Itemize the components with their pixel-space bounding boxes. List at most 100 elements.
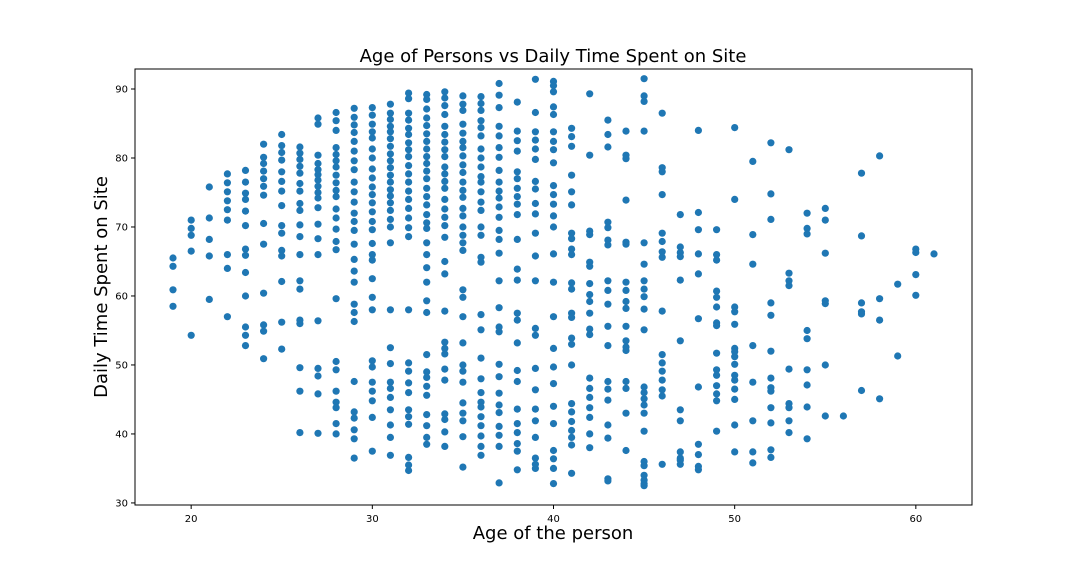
- scatter-point: [495, 431, 503, 439]
- scatter-point: [441, 170, 449, 178]
- scatter-point: [386, 192, 394, 200]
- scatter-point: [260, 167, 268, 175]
- scatter-point: [386, 360, 394, 368]
- scatter-point: [423, 422, 431, 430]
- scatter-point: [495, 277, 503, 285]
- scatter-point: [459, 212, 467, 220]
- scatter-point: [332, 214, 340, 222]
- y-tick-label: 90: [115, 85, 128, 96]
- scatter-point: [241, 166, 250, 174]
- scatter-point: [549, 137, 558, 145]
- scatter-point: [423, 224, 431, 232]
- scatter-point: [332, 366, 340, 374]
- scatter-point: [314, 220, 322, 228]
- scatter-point: [278, 277, 286, 286]
- scatter-point: [459, 120, 467, 128]
- scatter-point: [405, 89, 413, 97]
- scatter-point: [423, 219, 431, 227]
- scatter-point: [368, 111, 376, 119]
- scatter-point: [368, 199, 376, 207]
- scatter-point: [405, 162, 413, 170]
- scatter-point: [495, 328, 503, 336]
- scatter-point: [713, 293, 721, 301]
- scatter-point: [640, 260, 648, 268]
- scatter-point: [423, 167, 431, 175]
- scatter-point: [713, 382, 721, 390]
- scatter-point: [604, 116, 612, 124]
- scatter-point: [513, 339, 521, 347]
- y-tick-label: 30: [115, 498, 128, 509]
- scatter-point: [459, 339, 467, 347]
- scatter-point: [549, 82, 558, 90]
- scatter-point: [368, 174, 376, 182]
- scatter-point: [513, 211, 521, 219]
- scatter-point: [658, 359, 666, 367]
- scatter-point: [640, 409, 648, 417]
- scatter-point: [441, 338, 449, 346]
- scatter-point: [568, 361, 576, 369]
- scatter-point: [604, 277, 612, 285]
- scatter-point: [713, 366, 721, 374]
- scatter-point: [405, 116, 413, 124]
- scatter-point: [586, 413, 594, 421]
- scatter-point: [549, 223, 558, 231]
- scatter-point: [477, 375, 485, 383]
- scatter-point: [531, 185, 540, 193]
- scatter-point: [386, 157, 394, 165]
- scatter-point: [568, 441, 576, 449]
- scatter-point: [477, 188, 485, 196]
- scatter-point: [405, 466, 413, 475]
- scatter-point: [912, 271, 920, 279]
- scatter-point: [405, 359, 413, 367]
- scatter-point: [495, 373, 503, 381]
- scatter-point: [296, 251, 304, 259]
- scatter-point: [332, 157, 340, 165]
- scatter-point: [423, 184, 431, 192]
- scatter-point: [368, 128, 376, 136]
- scatter-point: [441, 146, 449, 154]
- scatter-point: [278, 252, 286, 260]
- scatter-point: [350, 113, 358, 121]
- scatter-point: [549, 402, 558, 410]
- scatter-point: [767, 347, 775, 355]
- scatter-point: [459, 193, 467, 201]
- scatter-point: [332, 179, 340, 187]
- scatter-point: [640, 277, 648, 285]
- scatter-point: [260, 140, 268, 148]
- y-axis-label: Daily Time Spent on Site: [91, 176, 112, 398]
- scatter-point: [640, 326, 648, 334]
- scatter-point: [423, 201, 431, 209]
- scatter-point: [332, 163, 340, 171]
- scatter-point: [350, 435, 358, 443]
- scatter-point: [549, 464, 558, 472]
- scatter-point: [314, 114, 322, 122]
- scatter-point: [459, 239, 467, 247]
- scatter-point: [549, 250, 558, 258]
- scatter-point: [423, 368, 431, 376]
- scatter-point: [296, 169, 304, 177]
- scatter-point: [803, 326, 811, 335]
- scatter-point: [531, 210, 540, 218]
- x-tick-label: 50: [728, 514, 741, 525]
- scatter-point: [386, 378, 394, 386]
- scatter-point: [658, 460, 666, 468]
- scatter-point: [296, 364, 304, 372]
- scatter-point: [441, 122, 449, 130]
- scatter-point: [640, 239, 648, 247]
- scatter-point: [531, 405, 540, 413]
- scatter-point: [169, 262, 177, 270]
- scatter-point: [423, 145, 431, 153]
- scatter-point: [260, 191, 268, 199]
- scatter-point: [459, 92, 467, 100]
- scatter-point: [405, 461, 413, 469]
- scatter-point: [423, 297, 431, 305]
- scatter-point: [368, 165, 376, 173]
- scatter-point: [876, 395, 884, 403]
- scatter-point: [568, 133, 576, 141]
- scatter-point: [586, 90, 594, 98]
- scatter-point: [386, 223, 394, 231]
- scatter-point: [477, 354, 485, 362]
- scatter-point: [622, 346, 630, 355]
- scatter-point: [785, 365, 793, 373]
- x-tick-label: 60: [909, 514, 922, 525]
